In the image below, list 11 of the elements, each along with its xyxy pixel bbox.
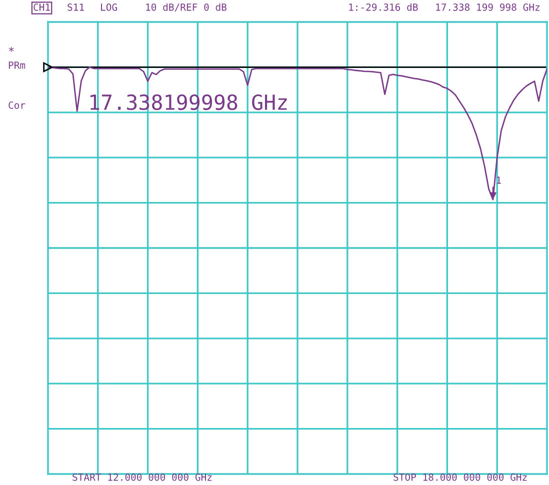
text: S11: [68, 3, 84, 11]
text: 17.338 199 998 GHz: [436, 3, 540, 11]
text: 1:-29.316 dB: [349, 3, 418, 11]
text: CH1: [34, 3, 50, 11]
text: PRm: [8, 62, 26, 69]
text: Cor: [8, 101, 26, 109]
text: LOG: [101, 3, 117, 11]
text: START 12.000 000 000 GHz: [72, 473, 212, 481]
text: STOP 18.000 000 000 GHz: [394, 473, 527, 481]
text: *: [8, 46, 14, 52]
text: 10 dB/REF 0 dB: [146, 3, 226, 12]
